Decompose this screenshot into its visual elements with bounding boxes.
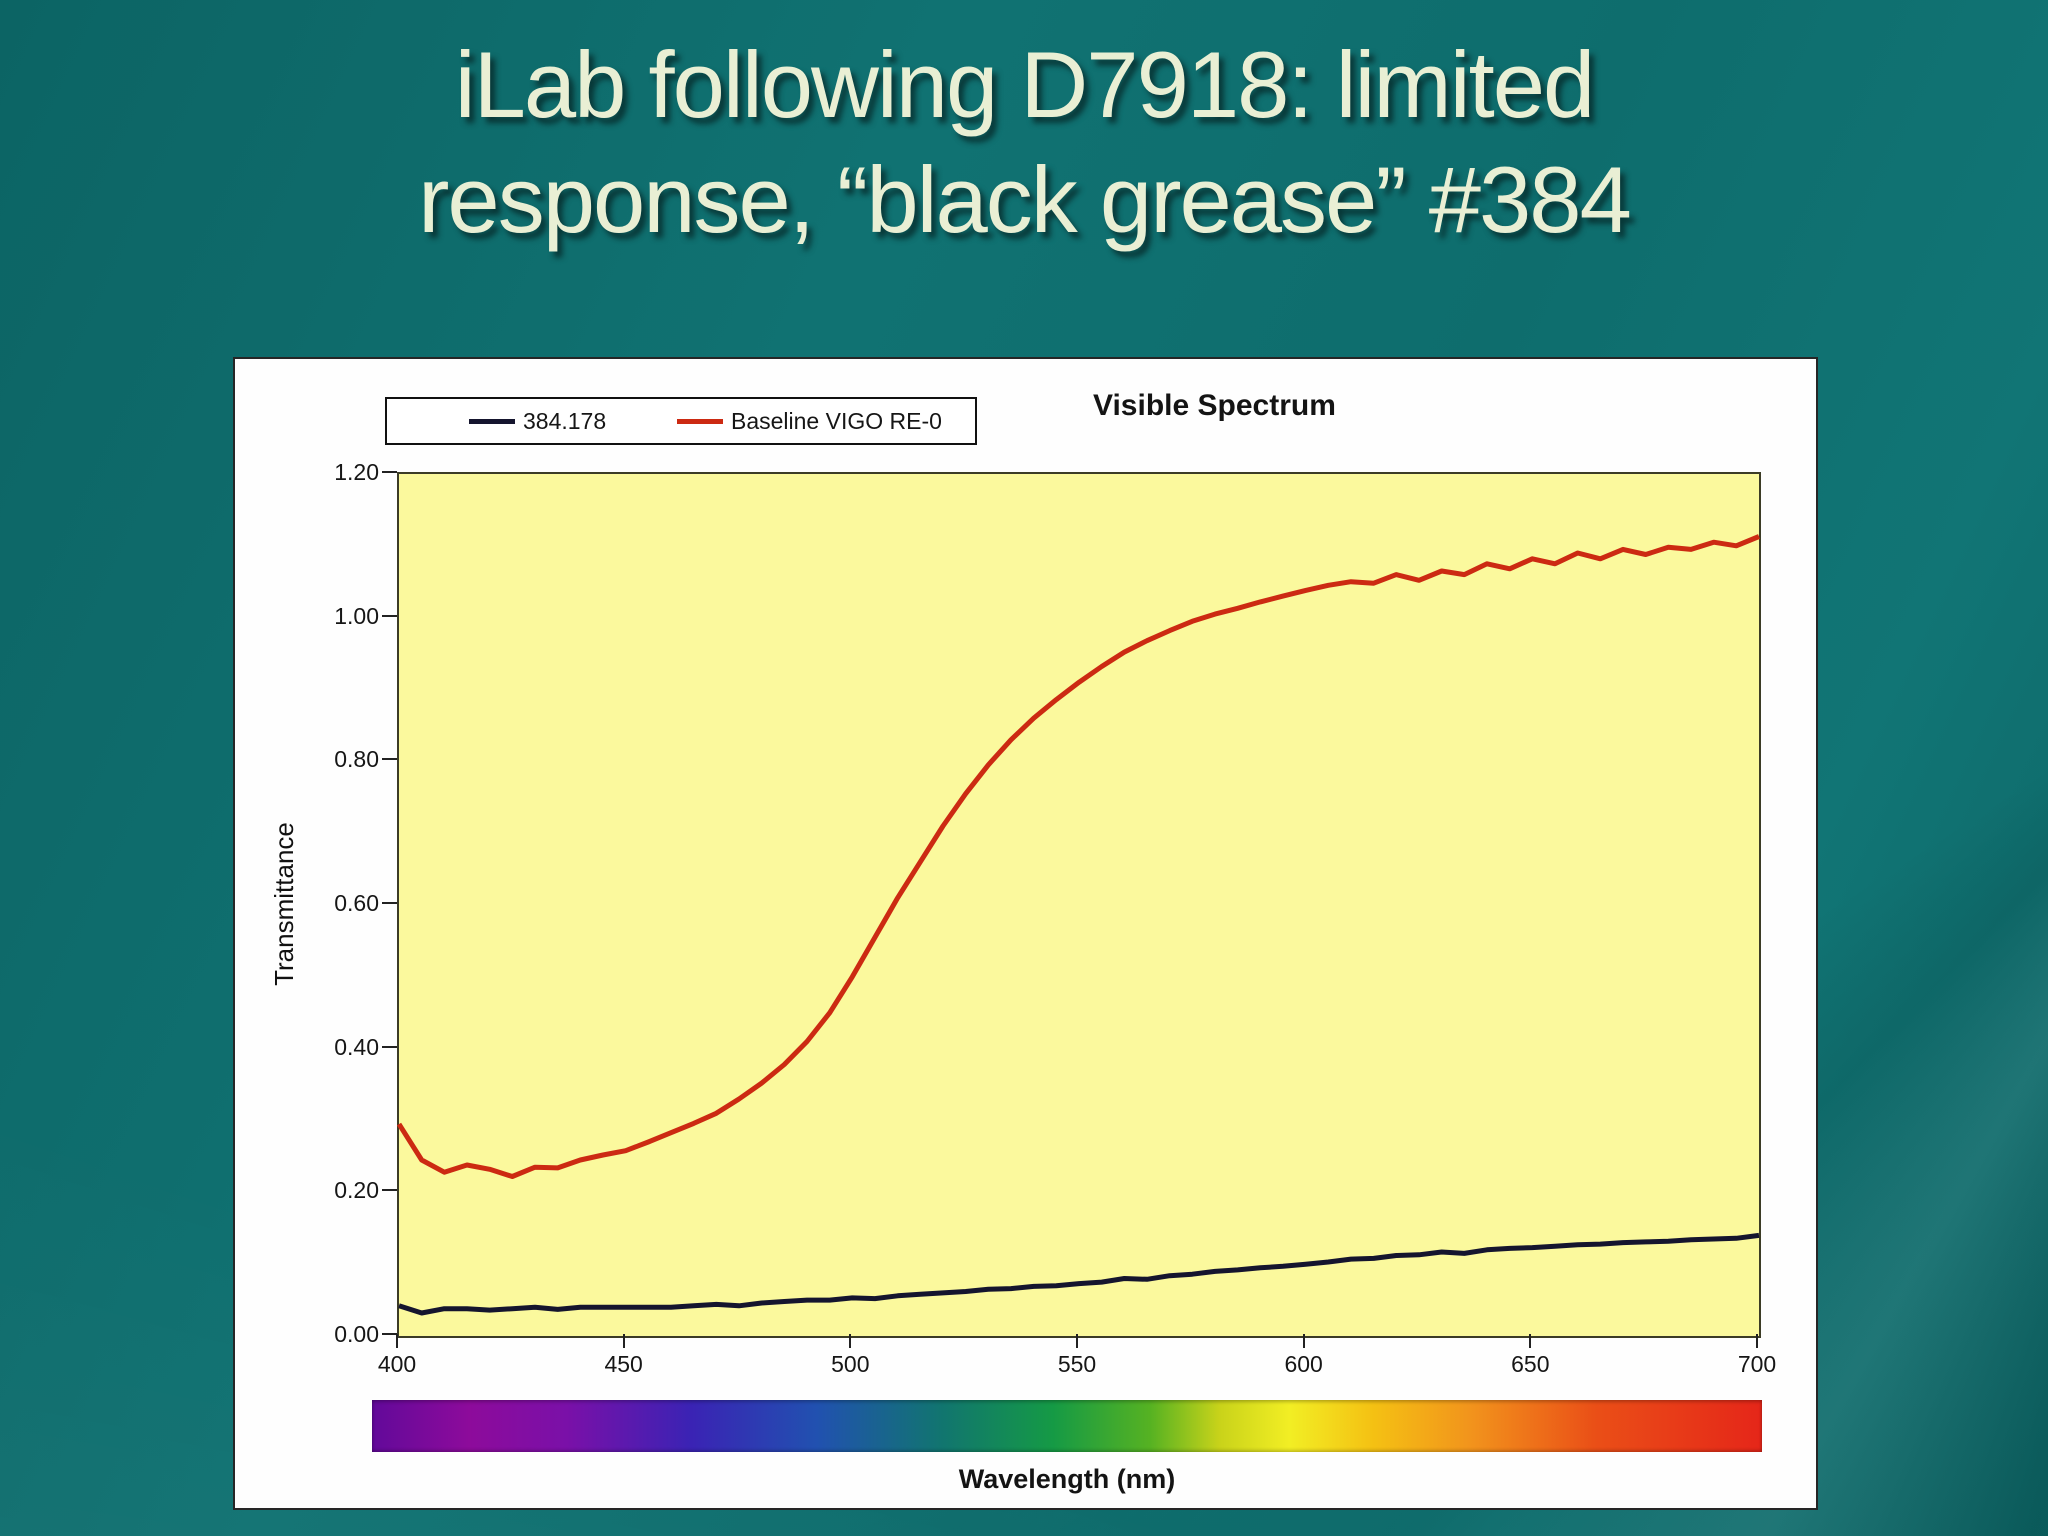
y-tick-label: 0.20 xyxy=(334,1177,379,1204)
x-tick-label: 550 xyxy=(1057,1351,1097,1377)
plot-area xyxy=(396,472,1761,1338)
legend-line-swatch xyxy=(469,418,515,424)
legend-item-1: Baseline VIGO RE-0 xyxy=(677,399,942,443)
series-line-1 xyxy=(396,534,1760,1179)
y-tick-label: 1.20 xyxy=(334,459,379,485)
y-tick-mark xyxy=(382,471,397,473)
x-tick-mark xyxy=(1529,1334,1532,1348)
y-tick-label: 0.40 xyxy=(334,1033,379,1060)
data-series-canvas xyxy=(396,534,1760,1316)
x-tick-label: 700 xyxy=(1737,1351,1777,1377)
y-tick-mark xyxy=(382,1333,397,1335)
y-tick-label: 0.60 xyxy=(334,890,379,916)
legend-label: 384.178 xyxy=(523,407,607,434)
y-tick-mark xyxy=(382,1189,397,1192)
x-tick-label: 500 xyxy=(831,1351,870,1377)
y-tick-mark xyxy=(382,614,397,617)
legend-line-swatch xyxy=(677,418,723,424)
y-tick-mark xyxy=(382,902,397,904)
y-tick-label: 0.00 xyxy=(334,1321,379,1347)
x-tick-mark xyxy=(1756,1334,1758,1348)
x-tick-mark xyxy=(1076,1334,1078,1348)
slide-title-line2: response, “black grease” #384 xyxy=(418,146,1632,252)
x-tick-label: 600 xyxy=(1284,1351,1323,1377)
x-tick-label: 400 xyxy=(377,1351,417,1377)
legend-item-0: 384.178 xyxy=(469,399,606,443)
x-tick-mark xyxy=(849,1334,852,1348)
x-axis-label: Wavelength (nm) xyxy=(958,1464,1176,1494)
y-tick-label: 1.00 xyxy=(334,602,379,629)
series-line-0 xyxy=(398,1232,1760,1316)
legend-label: Baseline VIGO RE-0 xyxy=(731,407,942,434)
chart-panel: 384.178 Baseline VIGO RE-0 Visible Spectr… xyxy=(233,357,1818,1510)
x-tick-mark xyxy=(396,1334,398,1348)
slide-title-line1: iLab following D7918: limited xyxy=(454,32,1596,137)
x-tick-mark xyxy=(1302,1334,1305,1348)
y-tick-mark xyxy=(382,1045,397,1048)
spectrum-color-bar xyxy=(372,1400,1762,1452)
chart-title: Visible Spectrum xyxy=(1093,389,1336,422)
x-tick-mark xyxy=(622,1334,625,1348)
y-tick-mark xyxy=(382,758,397,761)
x-tick-label: 450 xyxy=(604,1351,643,1377)
x-tick-label: 650 xyxy=(1511,1351,1550,1377)
slide-title: iLab following D7918: limited response, “… xyxy=(0,28,2048,257)
y-tick-label: 0.80 xyxy=(334,746,379,773)
chart-legend: 384.178 Baseline VIGO RE-0 xyxy=(385,397,977,445)
